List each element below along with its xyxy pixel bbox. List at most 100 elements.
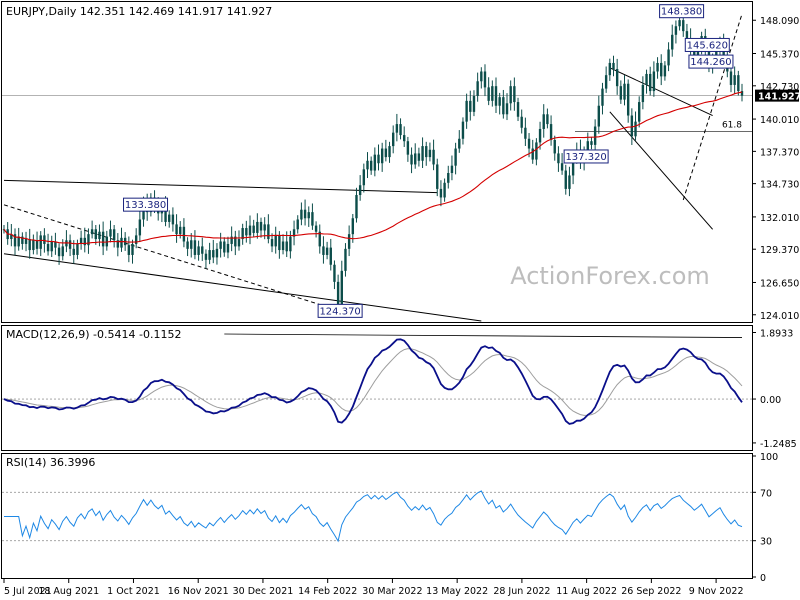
macd-tick-label: 1.8933 [760,329,793,340]
level-label: 148.380 [659,4,705,19]
rsi-tick-label: 0 [760,573,766,584]
x-tick-label: 18 Aug 2021 [38,586,99,597]
price-bar-body [179,226,182,235]
price-bar-body [388,146,391,158]
price-bar-body [259,221,263,231]
price-bar-body [740,91,744,96]
price-bar-body [715,49,718,60]
price-bar-body [32,240,35,251]
price-bar-body [469,100,472,112]
price-bar-body [83,237,86,246]
price-bar-body [300,209,303,220]
macd-tick-label: -1.2485 [760,439,797,450]
price-bar-body [660,62,663,77]
y-tick-label: 124.010 [760,311,799,322]
price-bar-body [450,165,454,174]
price-bar-body [318,231,321,247]
price-bar-body [619,86,623,100]
y-tick-label: 132.010 [760,213,799,224]
price-bar-body [94,229,97,240]
price-bar-body [369,160,373,171]
price-bar-body [263,224,266,231]
price-bar-body [626,83,630,116]
price-bar-body [597,105,601,127]
price-bar-body [112,229,116,241]
price-bar-body [296,219,299,230]
price-bar-body [403,135,406,142]
price-bar-body [432,149,435,165]
price-bar-body [340,270,343,307]
macd-tick-label: 0.00 [760,395,781,406]
rsi-panel [1,453,753,579]
level-box [688,54,734,69]
price-bar-body [351,218,355,235]
price-bar-body [509,86,512,104]
price-bar-body [164,204,167,222]
macd-y-axis: 1.8933 0.00 -1.2485 [752,329,797,450]
price-bar-body [480,71,483,82]
price-bar-body [79,237,83,244]
level-text: 144.260 [690,57,731,68]
price-bar-body [586,141,589,153]
y-tick-label: 145.370 [760,50,799,61]
last-price-label: 141.927 [758,92,800,103]
price-bar-body [487,87,490,101]
price-bar-body [678,20,681,27]
price-bar-body [248,225,252,236]
price-bar-body [171,214,175,225]
price-bar-body [612,62,615,70]
price-bar-body [384,148,388,158]
price-bar-body [472,95,476,112]
price-bar-body [439,188,443,198]
price-bar-body [57,247,61,257]
price-bar-body [314,225,318,232]
price-bar-body [729,71,733,85]
price-bar-body [21,236,24,244]
level-box [317,303,363,318]
x-tick-label: 16 Nov 2021 [168,586,229,597]
trendlines [3,13,743,322]
price-bar-body [355,195,358,219]
x-tick-label: 28 Jun 2022 [493,586,550,597]
price-bar-body [542,114,545,129]
level-label: 137.320 [563,149,609,164]
price-bar-body [186,241,189,249]
macd-signal-line [3,348,743,416]
level-text: 137.320 [565,152,606,163]
price-bar-body [546,114,549,125]
price-bar-body [498,97,501,106]
price-y-axis: 148.090 145.370 142.730 140.010 137.370 134.7… [752,16,800,322]
price-bar-body [134,235,138,244]
price-bar-body [230,236,233,244]
rsi-header: RSI(14) 36.3996 [6,456,95,469]
price-bar-body [270,239,274,247]
moving-average [3,91,743,245]
level-box [659,4,705,19]
level-labels: 148.380 145.620 144.260 137.320 133.380 124.3… [123,4,734,318]
price-bar-body [436,164,439,189]
price-bar-body [623,83,626,100]
price-bar-body [557,153,560,164]
macd-trendline [224,333,743,338]
price-bar-body [395,124,399,133]
price-bar-body [87,234,90,246]
trendline-3 [609,67,713,116]
price-bar-body [513,86,516,103]
rsi-line [2,490,752,543]
price-panel [1,1,753,323]
price-bar-body [447,173,450,183]
trendline-2 [3,204,339,311]
price-bar-body [391,132,395,147]
price-bar-body [307,212,310,219]
price-bar-body [630,115,634,137]
price-bar-body [101,231,105,247]
price-bar-body [443,182,446,198]
price-bar-body [421,146,424,161]
price-bar-body [54,241,57,248]
last-price-box [755,89,799,102]
price-bar-body [13,234,17,247]
rsi-tick-label: 70 [760,488,772,499]
level-label: 144.260 [688,54,734,69]
price-bar-body [182,226,186,242]
